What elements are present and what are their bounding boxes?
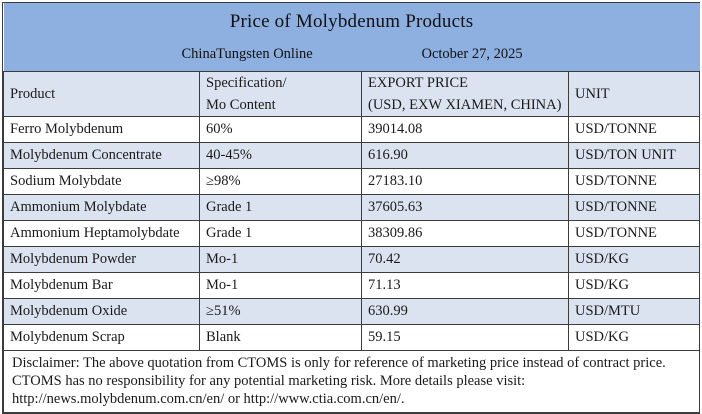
cell-product: Ferro Molybdenum bbox=[3, 116, 200, 143]
cell-unit: USD/TONNE bbox=[568, 194, 700, 221]
cell-price: 39014.08 bbox=[361, 116, 569, 143]
cell-specification: 40-45% bbox=[199, 142, 362, 169]
table-header-row: Product Specification/ Mo Content EXPORT… bbox=[3, 71, 700, 117]
banner-date: October 27, 2025 bbox=[421, 46, 523, 62]
cell-price: 38309.86 bbox=[361, 220, 569, 247]
cell-specification: Grade 1 bbox=[199, 220, 362, 247]
cell-product: Molybdenum Powder bbox=[3, 246, 200, 273]
cell-price: 70.42 bbox=[361, 246, 569, 273]
cell-specification: ≥98% bbox=[199, 168, 362, 195]
table-row: Sodium Molybdate ≥98% 27183.10 USD/TONNE bbox=[3, 168, 700, 195]
cell-product: Ammonium Molybdate bbox=[3, 194, 200, 221]
disclaimer-row: Disclaimer: The above quotation from CTO… bbox=[3, 349, 700, 414]
cell-unit: USD/TONNE bbox=[568, 116, 700, 143]
disclaimer-text: Disclaimer: The above quotation from CTO… bbox=[3, 349, 700, 414]
table-row: Molybdenum Bar Mo-1 71.13 USD/KG bbox=[3, 272, 700, 299]
molybdenum-price-table: Price of Molybdenum Products ChinaTungst… bbox=[3, 3, 700, 414]
column-header-unit: UNIT bbox=[568, 71, 700, 117]
cell-specification: ≥51% bbox=[199, 298, 362, 325]
table-row: Molybdenum Oxide ≥51% 630.99 USD/MTU bbox=[3, 298, 700, 325]
table-row: Molybdenum Scrap Blank 59.15 USD/KG bbox=[3, 324, 700, 351]
cell-specification: Mo-1 bbox=[199, 272, 362, 299]
table-row: Ammonium Heptamolybdate Grade 1 38309.86… bbox=[3, 220, 700, 247]
cell-price: 59.15 bbox=[361, 324, 569, 351]
table-row: Ammonium Molybdate Grade 1 37605.63 USD/… bbox=[3, 194, 700, 221]
cell-price: 37605.63 bbox=[361, 194, 569, 221]
cell-product: Molybdenum Concentrate bbox=[3, 142, 200, 169]
column-header-specification: Specification/ Mo Content bbox=[199, 71, 362, 117]
banner: Price of Molybdenum Products ChinaTungst… bbox=[3, 3, 700, 71]
column-header-export-price-line2: (USD, EXW XIAMEN, CHINA) bbox=[368, 96, 562, 113]
cell-specification: Grade 1 bbox=[199, 194, 362, 221]
cell-price: 630.99 bbox=[361, 298, 569, 325]
table-row: Molybdenum Powder Mo-1 70.42 USD/KG bbox=[3, 246, 700, 273]
cell-product: Sodium Molybdate bbox=[3, 168, 200, 195]
cell-unit: USD/KG bbox=[568, 324, 700, 351]
column-header-product-label: Product bbox=[10, 85, 56, 102]
cell-unit: USD/TONNE bbox=[568, 220, 700, 247]
column-header-product: Product bbox=[3, 71, 200, 117]
column-header-export-price-line1: EXPORT PRICE bbox=[368, 75, 468, 92]
cell-product: Molybdenum Scrap bbox=[3, 324, 200, 351]
column-header-specification-line2: Mo Content bbox=[206, 96, 276, 113]
table-row: Molybdenum Concentrate 40-45% 616.90 USD… bbox=[3, 142, 700, 169]
cell-price: 71.13 bbox=[361, 272, 569, 299]
banner-source: ChinaTungsten Online bbox=[181, 46, 313, 62]
banner-cell: Price of Molybdenum Products ChinaTungst… bbox=[3, 3, 700, 72]
cell-specification: Blank bbox=[199, 324, 362, 351]
column-header-specification-line1: Specification/ bbox=[206, 75, 287, 92]
cell-unit: USD/KG bbox=[568, 246, 700, 273]
column-header-export-price: EXPORT PRICE (USD, EXW XIAMEN, CHINA) bbox=[361, 71, 569, 117]
cell-product: Molybdenum Oxide bbox=[3, 298, 200, 325]
cell-unit: USD/TONNE bbox=[568, 168, 700, 195]
page-title: Price of Molybdenum Products bbox=[229, 11, 474, 32]
cell-product: Ammonium Heptamolybdate bbox=[3, 220, 200, 247]
column-header-unit-label: UNIT bbox=[575, 85, 610, 102]
cell-specification: 60% bbox=[199, 116, 362, 143]
cell-price: 616.90 bbox=[361, 142, 569, 169]
cell-unit: USD/TON UNIT bbox=[568, 142, 700, 169]
cell-price: 27183.10 bbox=[361, 168, 569, 195]
cell-unit: USD/MTU bbox=[568, 298, 700, 325]
banner-row: Price of Molybdenum Products ChinaTungst… bbox=[3, 3, 700, 72]
cell-product: Molybdenum Bar bbox=[3, 272, 200, 299]
table-row: Ferro Molybdenum 60% 39014.08 USD/TONNE bbox=[3, 116, 700, 143]
cell-unit: USD/KG bbox=[568, 272, 700, 299]
cell-specification: Mo-1 bbox=[199, 246, 362, 273]
